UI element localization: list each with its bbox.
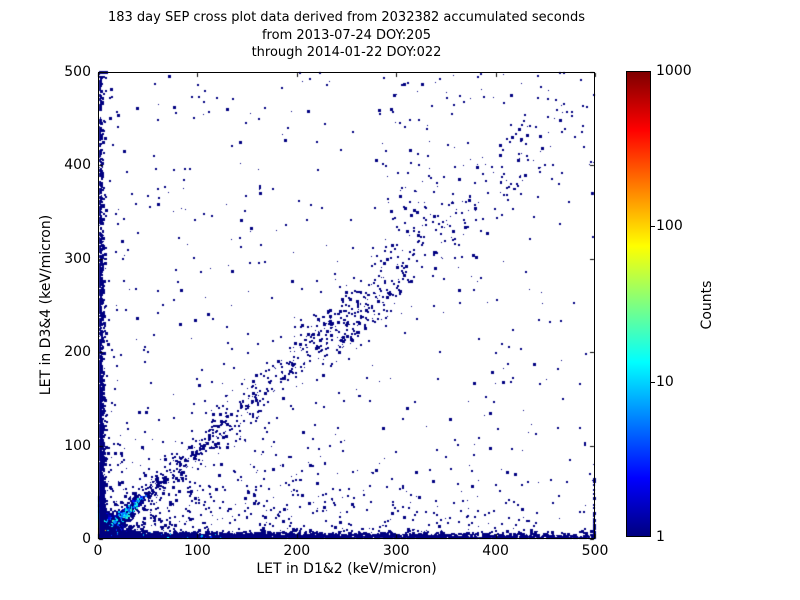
colorbar-gradient (627, 72, 650, 536)
title-line-2: from 2013-07-24 DOY:205 (261, 27, 431, 43)
y-tick-label: 300 (64, 250, 91, 267)
y-tick-label: 0 (82, 531, 91, 547)
x-tick-label: 300 (382, 543, 410, 559)
colorbar-label: Counts (699, 280, 715, 330)
x-tick-label: 0 (93, 543, 103, 559)
colorbar-tick-label: 100 (656, 218, 683, 235)
y-tick-label: 400 (64, 157, 91, 174)
y-tick-label: 100 (64, 437, 91, 454)
colorbar-tick-label: 10 (656, 373, 674, 390)
title-line-3: through 2014-01-22 DOY:022 (251, 45, 442, 60)
colorbar-tick (650, 382, 655, 383)
y-axis-label: LET in D3&4 (keV/micron) (38, 214, 54, 396)
plot-frame (98, 72, 595, 539)
x-tick-label: 200 (283, 543, 311, 559)
x-tick-label: 100 (184, 543, 211, 559)
colorbar-tick (650, 226, 655, 227)
x-axis-label: LET in D1&2 (keV/micron) (256, 561, 437, 577)
colorbar-tick-label: 1 (656, 529, 665, 545)
x-tick-label: 400 (482, 543, 509, 559)
y-tick-label: 500 (64, 64, 91, 80)
y-tick-label: 200 (64, 344, 91, 361)
colorbar (626, 71, 651, 537)
x-tick-label: 500 (581, 543, 609, 559)
title-line-1: 183 day SEP cross plot data derived from… (107, 10, 586, 25)
colorbar-tick-label: 1000 (656, 63, 692, 79)
chart-title: 183 day SEP cross plot data derived from… (98, 9, 595, 62)
